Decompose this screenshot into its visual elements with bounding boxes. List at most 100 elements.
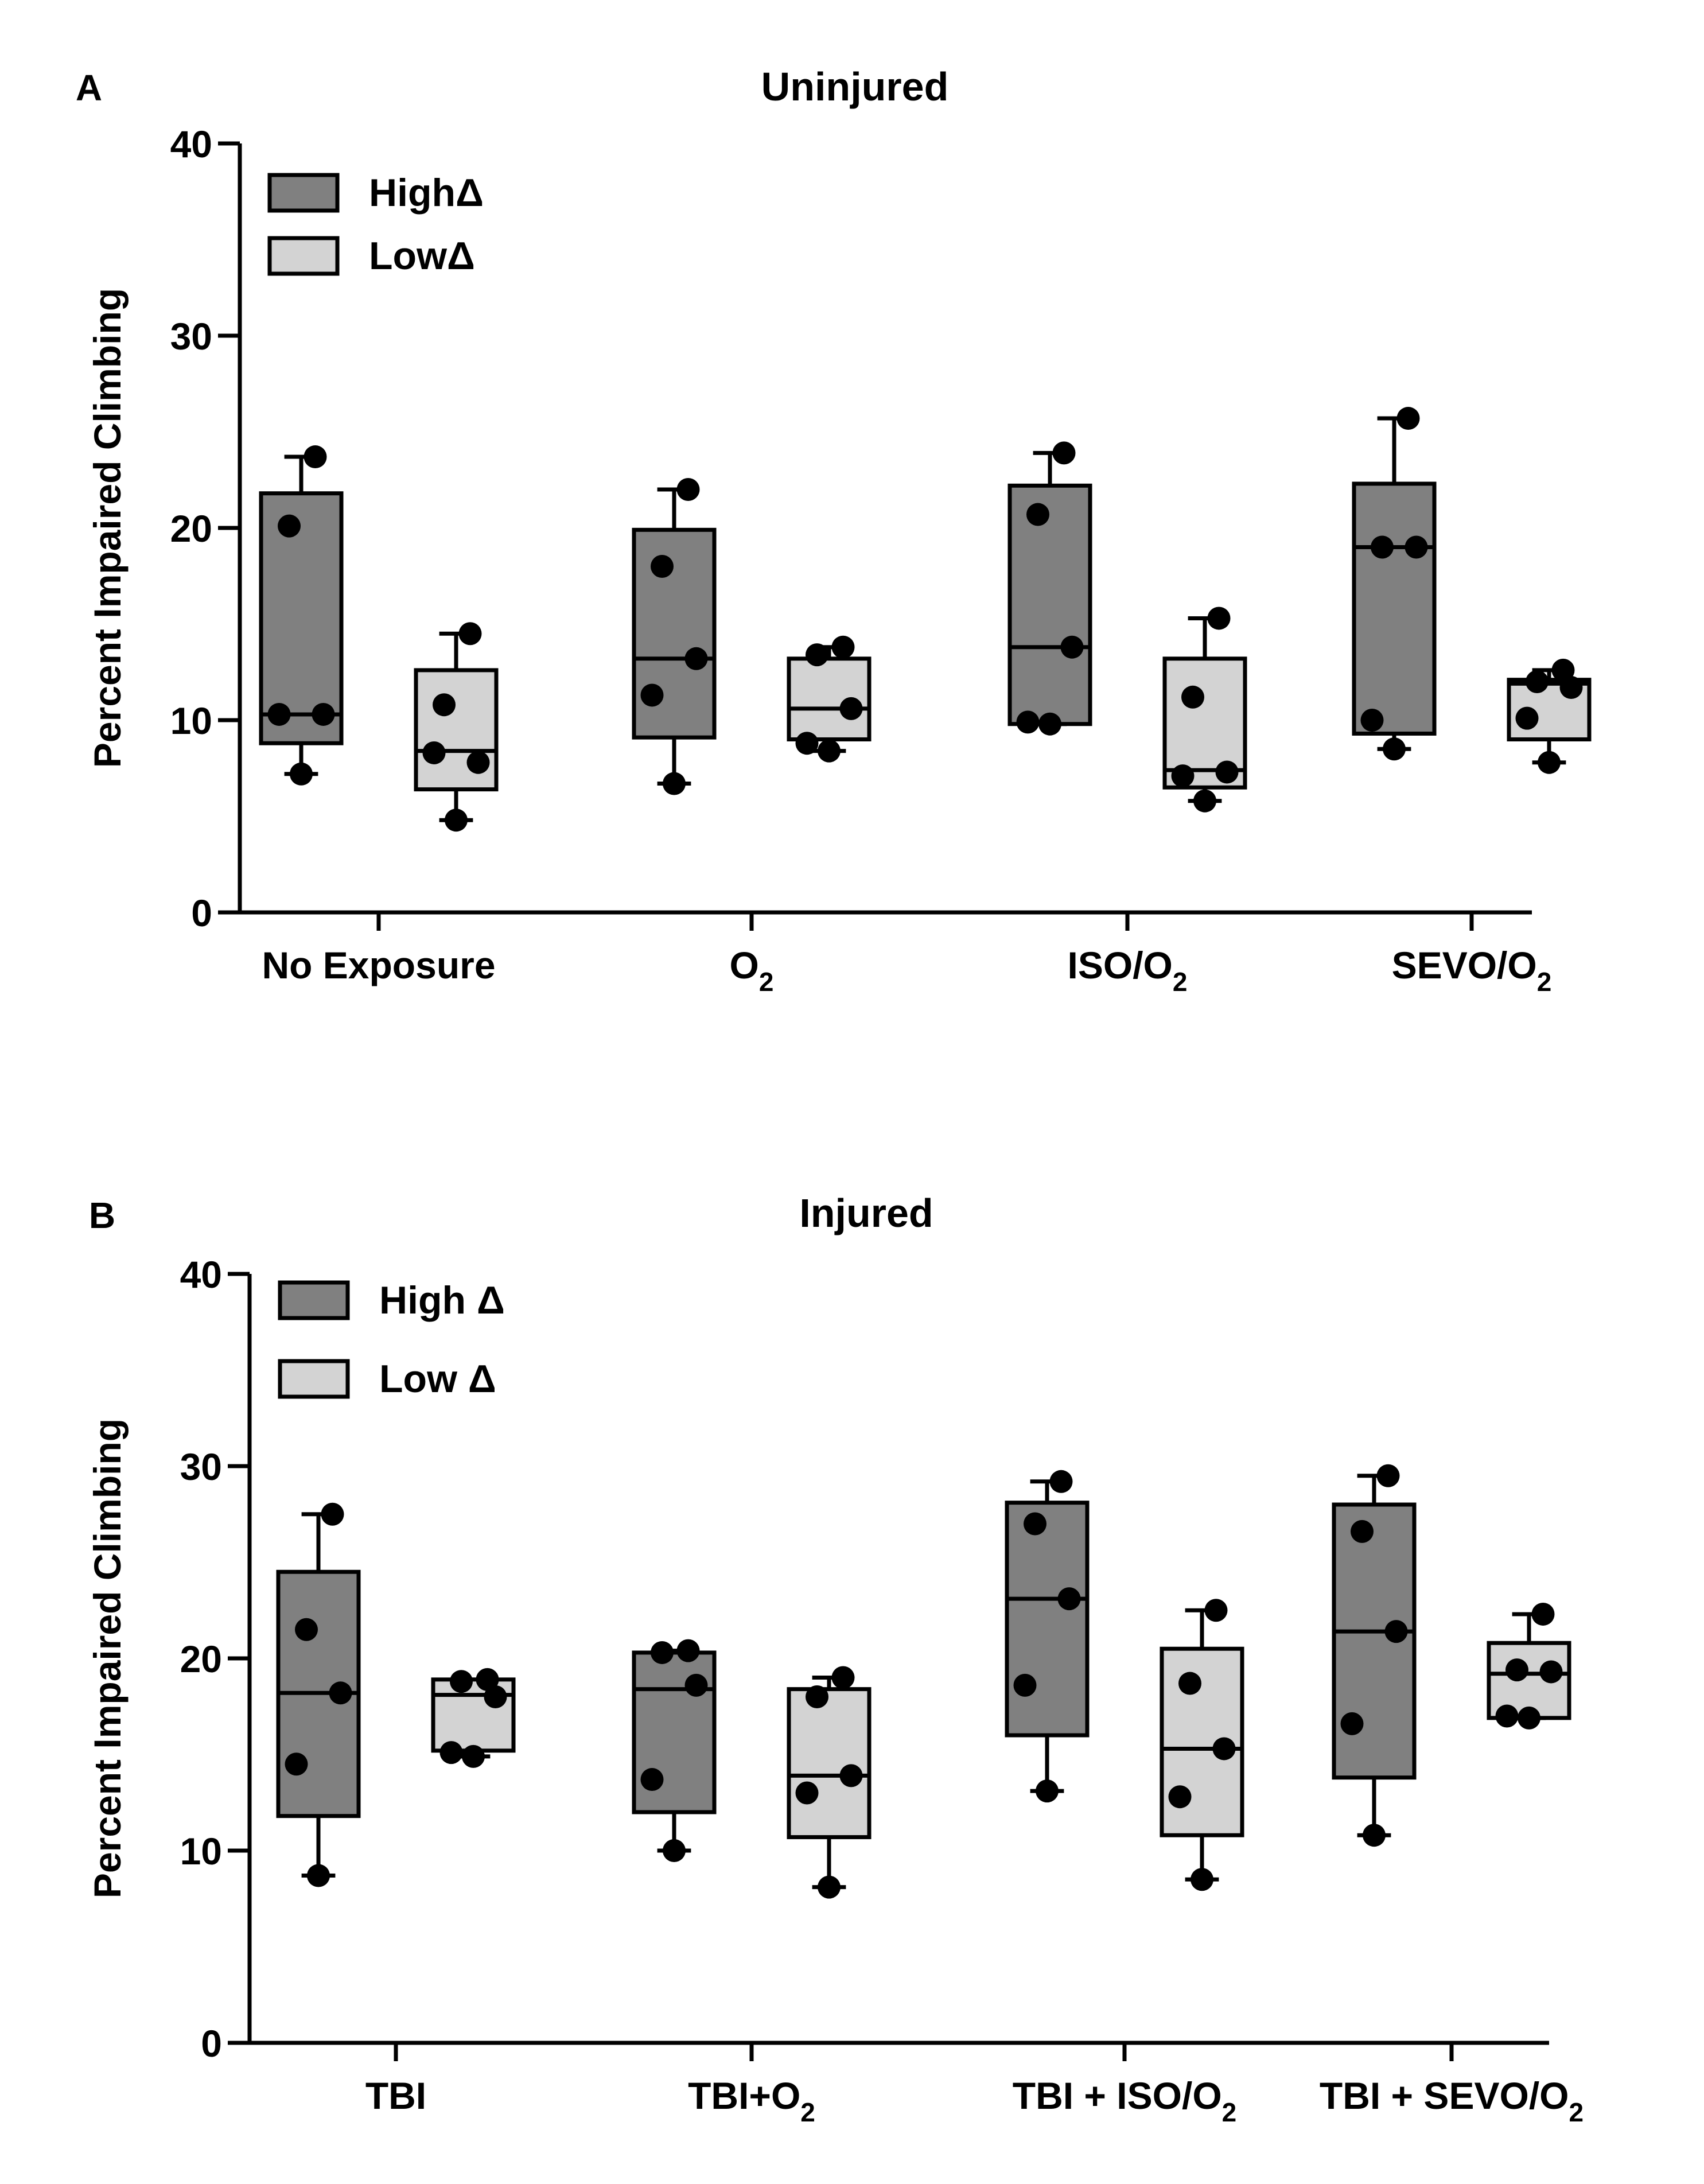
data-point-low [1207, 607, 1231, 630]
x-tick-label: ISO/O2 [1068, 944, 1188, 997]
legend-swatch-high [267, 173, 340, 213]
data-point-high [640, 683, 664, 707]
data-point-low [839, 697, 863, 720]
data-point-high [684, 647, 708, 670]
data-point-low [818, 739, 841, 763]
legend-label-high: High Δ [379, 1278, 505, 1322]
data-point-low [1515, 706, 1539, 730]
panel-label: A [76, 67, 102, 108]
data-point-low [1559, 676, 1583, 699]
data-point-low [445, 809, 468, 832]
box-high [1005, 1501, 1090, 1738]
data-point-high [1026, 503, 1049, 526]
data-point-high [312, 702, 335, 726]
data-point-high [1351, 1520, 1374, 1543]
data-point-low [1539, 1660, 1563, 1684]
data-point-low [1531, 1602, 1555, 1626]
data-point-high [304, 445, 327, 469]
y-axis-label: Percent Impaired Climbing [86, 288, 129, 768]
data-point-high [684, 1673, 708, 1697]
data-point-high [676, 1639, 700, 1662]
data-point-low [795, 1781, 819, 1805]
x-tick-label: SEVO/O2 [1392, 944, 1552, 997]
data-point-low [422, 741, 446, 764]
data-point-low [806, 1685, 828, 1708]
data-point-high [1383, 737, 1406, 761]
box-low [787, 1687, 872, 1840]
x-tick-label: TBI + SEVO/O2 [1320, 2074, 1584, 2127]
data-point-low [476, 1668, 499, 1691]
data-point-low [458, 622, 482, 646]
data-point-low [795, 732, 819, 755]
data-point-high [1396, 407, 1420, 430]
x-tick-label: TBI + ISO/O2 [1013, 2074, 1237, 2127]
data-point-high [307, 1864, 330, 1887]
data-point-high [1049, 1470, 1073, 1493]
y-tick-label: 30 [180, 1445, 222, 1488]
data-point-high [1376, 1464, 1400, 1487]
data-point-high [1371, 535, 1394, 559]
y-tick-label: 40 [170, 123, 212, 165]
data-point-low [1495, 1704, 1519, 1728]
data-point-high [267, 702, 291, 726]
data-point-high [290, 762, 313, 786]
data-point-low [831, 635, 855, 659]
x-tick-label: No Exposure [262, 944, 495, 986]
box-high [1007, 483, 1092, 726]
y-tick-label: 40 [180, 1253, 222, 1296]
y-tick-label: 20 [170, 507, 212, 550]
data-point-low [1526, 670, 1549, 693]
data-point-low [831, 1666, 855, 1689]
y-axis-label: Percent Impaired Climbing [86, 1419, 129, 1898]
x-tick-label: O2 [730, 944, 774, 997]
data-point-high [321, 1502, 344, 1526]
data-point-high [1036, 1779, 1059, 1803]
legend-swatch-low [267, 236, 340, 276]
data-point-high [651, 555, 674, 578]
data-point-low [1551, 658, 1575, 682]
data-point-low [1193, 789, 1216, 813]
data-point-high [1038, 712, 1061, 736]
box-high [259, 491, 344, 745]
data-point-high [1384, 1620, 1408, 1643]
data-point-high [1024, 1512, 1046, 1536]
y-tick-label: 0 [201, 2022, 222, 2065]
data-point-high [676, 478, 700, 501]
data-point-high [1405, 535, 1428, 559]
data-point-low [1215, 760, 1239, 784]
y-tick-label: 30 [170, 315, 212, 357]
x-tick-label: TBI [365, 2074, 426, 2117]
legend-swatch-low [278, 1359, 350, 1399]
data-point-high [663, 772, 686, 795]
data-point-low [1181, 685, 1204, 709]
data-point-low [450, 1670, 473, 1693]
data-point-low [439, 1741, 463, 1765]
data-point-low [1168, 1785, 1192, 1809]
panel-b: B Injured Percent Impaired Climbing 0 10 20 30… [86, 1191, 1584, 2127]
data-point-high [651, 1641, 674, 1664]
legend-swatch-high [278, 1280, 350, 1320]
data-point-low [462, 1744, 485, 1768]
data-point-high [640, 1768, 664, 1791]
y-tick-label: 20 [180, 1638, 222, 1680]
panel-label: B [89, 1195, 115, 1236]
data-point-high [1052, 441, 1076, 465]
data-point-low [1505, 1658, 1528, 1682]
data-point-low [466, 751, 490, 774]
box-high [1352, 481, 1437, 736]
data-point-low [1212, 1737, 1236, 1761]
chart-title: Injured [799, 1191, 933, 1235]
data-point-low [1178, 1672, 1201, 1695]
data-point-high [1060, 635, 1084, 659]
data-point-high [278, 514, 301, 538]
box-high [632, 527, 717, 740]
legend-label-high: HighΔ [369, 171, 484, 215]
data-point-low [806, 643, 828, 667]
data-point-high [1340, 1712, 1364, 1735]
data-point-high [1013, 1673, 1037, 1697]
data-point-low [1171, 764, 1195, 788]
data-point-high [329, 1681, 352, 1705]
y-tick-label: 0 [191, 892, 212, 934]
data-point-high [1360, 709, 1384, 732]
data-point-high [1016, 710, 1040, 734]
